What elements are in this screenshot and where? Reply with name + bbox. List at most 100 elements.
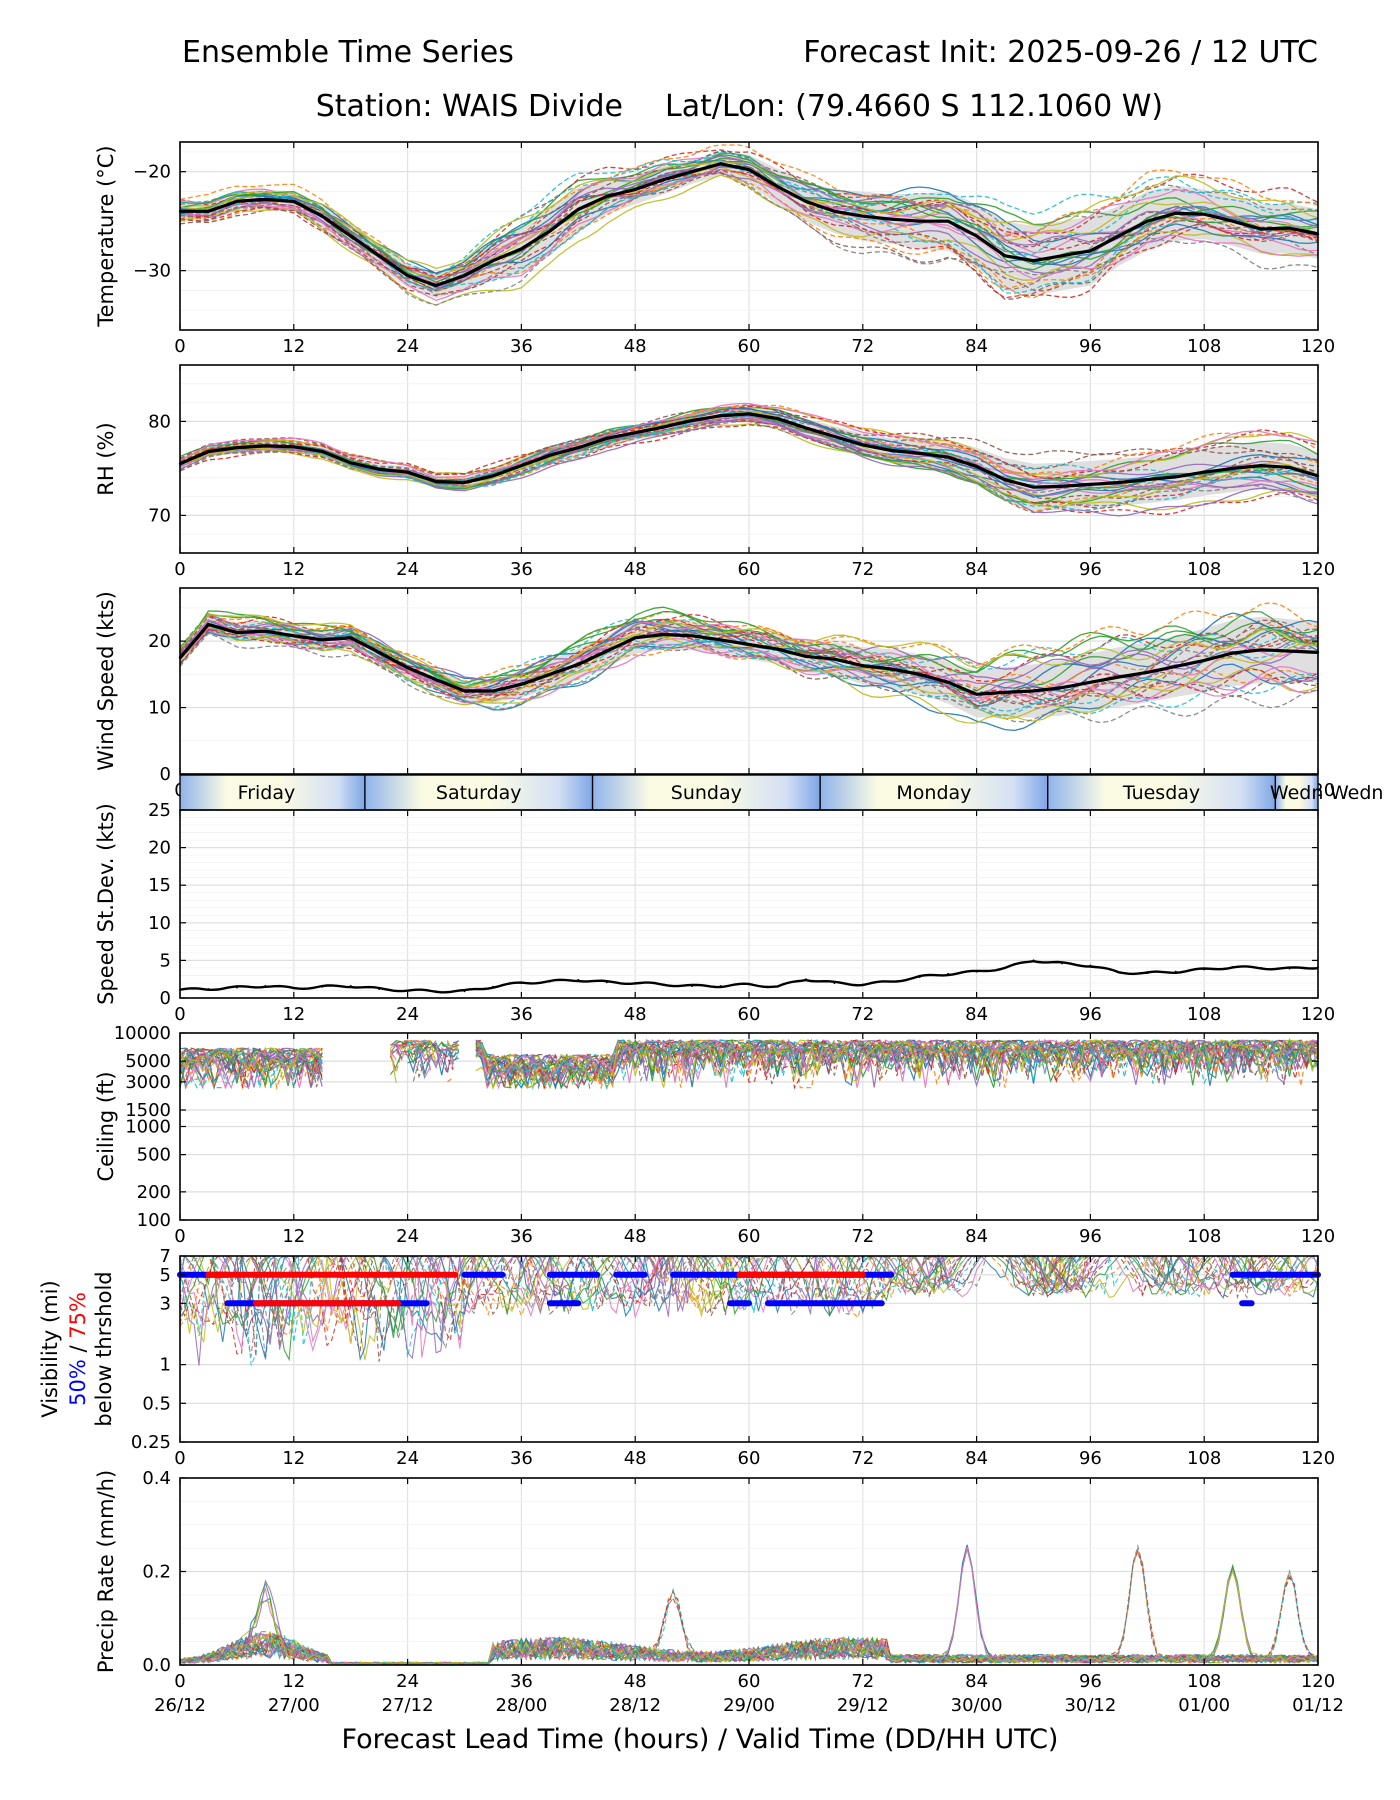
wind-speed-panel-mean-point — [292, 634, 295, 638]
rh-panel-xtick-label: 72 — [851, 559, 874, 580]
ceiling-panel-ytick-label: 1500 — [125, 1100, 171, 1121]
wind-speed-panel-mean-point — [918, 673, 921, 676]
temperature-panel-mean-point — [463, 274, 466, 277]
speed-stdev-panel-xtick-label: 84 — [965, 1004, 988, 1025]
rh-panel-mean-point — [207, 450, 210, 453]
temperature-panel-mean-point — [548, 229, 552, 233]
visibility-panel-xtick-label: 96 — [1079, 1448, 1102, 1469]
ceiling-panel-member-line — [407, 1039, 426, 1046]
rh-panel-mean-point — [975, 465, 978, 468]
wind-speed-panel-mean-point — [1288, 649, 1291, 653]
speed-stdev-panel-stdev-point — [1060, 962, 1063, 965]
speed-stdev-panel-stdev-point — [548, 980, 551, 983]
temperature-panel-mean-point — [918, 219, 921, 223]
speed-stdev-panel-stdev-point — [634, 981, 637, 984]
speed-stdev-panel-stdev-point — [577, 978, 580, 981]
precip-panel-xtick-label: 12 — [282, 1671, 305, 1692]
rh-panel-xtick-label: 0 — [174, 559, 185, 580]
temperature-panel-mean-point — [235, 200, 239, 203]
temperature-panel-member-line — [179, 159, 1319, 286]
wind-speed-panel-ytick-label: 10 — [148, 698, 171, 719]
ceiling-panel-xtick-label: 96 — [1079, 1226, 1102, 1247]
temperature-panel-member-line — [179, 152, 1319, 291]
station-latlon: Lat/Lon: (79.4660 S 112.1060 W) — [665, 89, 1163, 124]
temperature-panel-member-line — [179, 165, 1319, 279]
ceiling-panel-ytick-label: 500 — [137, 1145, 171, 1166]
temperature-panel-mean-point — [1060, 254, 1064, 257]
ceiling-panel-ytick-label: 200 — [137, 1182, 171, 1203]
visibility-panel-xtick-label: 84 — [965, 1448, 988, 1469]
speed-stdev-panel-stdev-point — [662, 983, 665, 986]
x-axis-label: Forecast Lead Time (hours) / Valid Time … — [342, 1724, 1059, 1755]
wind-speed-panel-mean-point — [1146, 671, 1149, 674]
temperature-panel-mean-point — [1032, 259, 1035, 262]
ceiling-panel-ylabel: Ceiling (ft) — [94, 1071, 118, 1181]
wind-speed-panel-mean-point — [690, 634, 694, 638]
temperature-panel-member-line — [179, 154, 1319, 287]
rh-panel-mean-point — [1288, 466, 1291, 469]
speed-stdev-panel-xtick-label: 60 — [738, 1004, 761, 1025]
visibility-panel-xtick-label: 12 — [282, 1448, 305, 1469]
visibility-panel-xtick-label: 120 — [1301, 1448, 1335, 1469]
rh-panel-mean-point — [719, 414, 722, 417]
speed-stdev-panel-stdev-point — [719, 984, 722, 987]
wind-speed-panel-mean-point — [1060, 686, 1064, 689]
temperature-panel-mean-point — [946, 219, 950, 223]
ceiling-panel-xtick-label: 72 — [851, 1226, 874, 1247]
wind-speed-panel-mean-point — [235, 631, 239, 634]
wind-speed-panel-member-line — [179, 620, 1319, 709]
speed-stdev-panel-ytick-label: 20 — [148, 838, 171, 859]
wind-speed-panel-mean-point — [548, 673, 552, 676]
speed-stdev-panel-stdev-point — [1032, 959, 1035, 962]
speed-stdev-panel-stdev-point — [207, 987, 210, 990]
ceiling-panel-ytick-label: 5000 — [125, 1051, 171, 1072]
speed-stdev-panel-ytick-label: 5 — [160, 950, 171, 971]
speed-stdev-panel-stdev-point — [378, 987, 381, 990]
temperature-panel-member-line — [179, 150, 1319, 285]
visibility-panel-xtick-label: 60 — [738, 1448, 761, 1469]
day-segment — [820, 775, 1048, 810]
speed-stdev-panel-ytick-label: 25 — [148, 800, 171, 821]
wind-speed-panel-mean-point — [434, 678, 438, 681]
ceiling-panel-member-line — [396, 1040, 414, 1060]
ceiling-panel-member-line — [179, 1048, 323, 1089]
rh-panel-mean-point — [377, 468, 381, 471]
precip-panel-xtick-label: 108 — [1187, 1671, 1221, 1692]
ceiling-panel-member-line — [389, 1055, 397, 1072]
ceiling-panel-member-line — [475, 1038, 1319, 1090]
ceiling-panel-member-line — [179, 1048, 323, 1078]
temperature-panel-xtick-label: 72 — [851, 336, 874, 357]
ceiling-panel-member-line — [447, 1077, 454, 1083]
ceiling-panel-member-line — [452, 1057, 460, 1061]
precip-panel-valid-time-label: 29/00 — [723, 1695, 775, 1716]
speed-stdev-panel-stdev-point — [235, 986, 238, 989]
visibility-panel-ytick-label: 0.25 — [131, 1432, 171, 1453]
temperature-panel-mean-point — [975, 234, 978, 238]
temperature-panel-xtick-label: 120 — [1301, 336, 1335, 357]
day-label: Friday — [238, 782, 296, 804]
rh-panel-mean-point — [662, 425, 665, 429]
speed-stdev-panel-stdev-point — [918, 975, 921, 978]
visibility-panel-ytick-label: 3 — [160, 1293, 171, 1314]
vis-75-label: 75% — [66, 1292, 90, 1339]
visibility-panel-ylabel: Visibility (mi) — [38, 1280, 62, 1417]
speed-stdev-panel-xtick-label: 0 — [174, 1004, 185, 1025]
precip-panel-ylabel: Precip Rate (mm/h) — [94, 1470, 118, 1673]
speed-stdev-panel-stdev-point — [748, 983, 750, 986]
temperature-panel-mean-point — [377, 254, 381, 257]
speed-stdev-panel-stdev-point — [691, 984, 694, 987]
wind-speed-panel-mean-point — [975, 693, 978, 696]
rh-panel-mean-point — [491, 474, 495, 478]
day-label: Wedn — [1330, 782, 1383, 804]
speed-stdev-panel-xtick-label: 24 — [396, 1004, 419, 1025]
ceiling-panel-ytick-label: 3000 — [125, 1072, 171, 1093]
wind-speed-panel-mean-point — [861, 664, 864, 667]
rh-panel-ytick-label: 80 — [148, 411, 171, 432]
wind-speed-panel-mean-point — [349, 636, 352, 640]
ceiling-panel-xtick-label: 36 — [510, 1226, 533, 1247]
speed-stdev-panel-stdev-point — [1146, 972, 1149, 975]
ceiling-panel-member-line — [390, 1043, 403, 1047]
rh-panel-mean-point — [349, 461, 352, 464]
wind-speed-panel-mean-point — [406, 666, 409, 669]
day-label: Tuesday — [1122, 782, 1200, 804]
